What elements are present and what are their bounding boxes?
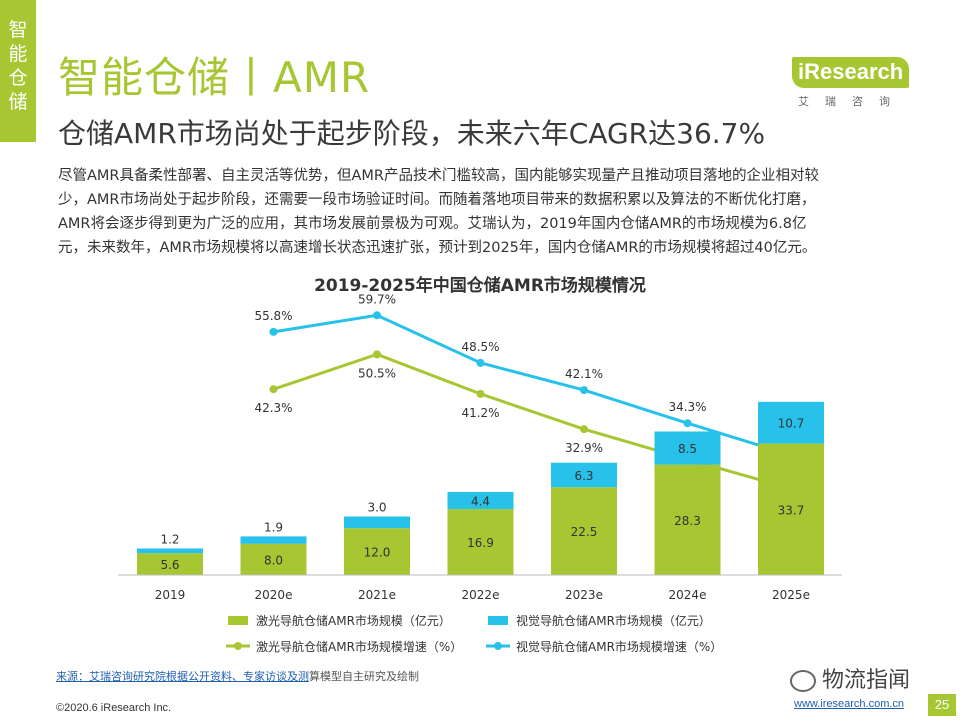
body-paragraph: 尽管AMR具备柔性部署、自主灵活等优势，但AMR产品技术门槛较高，国内能够实现量… [58, 164, 914, 260]
bar-group: 5.6 1.2 8.0 1.9 12.0 3.0 16.9 4.4 22.5 6.3 28.3 8.5… [137, 401, 824, 575]
page-number: 25 [928, 694, 956, 716]
source-suffix: 算模型自主研究及绘制 [309, 670, 419, 683]
growth-label-visual-2024e: 34.3% [668, 400, 706, 414]
x-tick-2019: 2019 [155, 588, 186, 602]
bar-label-laser-2024e: 28.3 [674, 514, 701, 528]
bar-laser-2021e [344, 528, 410, 575]
growth-label-visual-2023e: 42.1% [565, 367, 603, 381]
legend-label-3: 视觉导航仓储AMR市场规模增速（%） [516, 639, 722, 654]
bar-label-visual-2020e: 1.9 [264, 520, 283, 534]
wechat-icon [790, 670, 816, 692]
bar-label-laser-2021e: 12.0 [364, 546, 391, 560]
growth-label-visual-2020e: 55.8% [254, 309, 292, 323]
bar-label-visual-2023e: 6.3 [574, 469, 593, 483]
legend-label-1: 视觉导航仓储AMR市场规模（亿元） [516, 613, 711, 628]
bar-visual-2021e [344, 516, 410, 529]
growth-point-visual-2023e [580, 386, 588, 395]
growth-point-visual-2020e [269, 327, 278, 336]
growth-line-visual [273, 313, 792, 457]
growth-label-laser-2021e: 50.5% [358, 366, 396, 380]
bar-laser-2019 [137, 553, 203, 575]
x-tick-2020e: 2020e [255, 588, 293, 602]
source-note: 来源：艾瑞咨询研究院根据公开资料、专家访谈及测算模型自主研究及绘制 [56, 668, 419, 684]
x-tick-labels: 2019 2020e 2021e 2022e 2023e 2024e 2025e [155, 588, 810, 602]
x-tick-2023e: 2023e [565, 588, 603, 602]
growth-label-laser-2023e: 32.9% [565, 441, 603, 455]
section-tab-label: 智 能 仓 储 [8, 19, 28, 113]
bar-label-visual-2025e: 10.7 [778, 417, 805, 431]
growth-label-visual-2022e: 48.5% [461, 340, 499, 354]
growth-point-laser-2022e [476, 389, 485, 398]
growth-point-visual-2024e [683, 419, 692, 428]
body-line-4: 元，未来数年，AMR市场规模将以高速增长状态迅速扩张，预计到2025年，国内仓储… [58, 240, 817, 256]
bar-label-laser-2025e: 33.7 [778, 503, 805, 517]
growth-point-visual-2022e [476, 358, 485, 367]
logo-cn: 艾瑞咨询 [798, 95, 906, 108]
legend-swatch-1 [488, 616, 508, 625]
x-tick-2021e: 2021e [358, 588, 396, 602]
wechat-watermark: 物流指闻 [790, 662, 910, 694]
bar-laser-2023e [551, 487, 617, 575]
growth-point-laser-2021e [373, 350, 381, 359]
bar-label-visual-2019: 1.2 [160, 532, 179, 546]
bar-label-laser-2019: 5.6 [160, 558, 179, 572]
chart-title: 2019-2025年中国仓储AMR市场规模情况 [314, 275, 646, 296]
subtitle-bar: 仓储AMR市场尚处于起步阶段，未来六年CAGR达36.7% [0, 112, 960, 160]
logo-brand: iResearch [792, 57, 910, 88]
growth-point-laser-2023e [580, 425, 588, 434]
bar-visual-2022e [447, 491, 514, 510]
growth-point-visual-2021e [373, 311, 381, 320]
body-line-1: 尽管AMR具备柔性部署、自主灵活等优势，但AMR产品技术门槛较高，国内能够实现量… [58, 168, 820, 184]
market-size-chart: 2019-2025年中国仓储AMR市场规模情况 42.3% 50.5% 41.2% 3… [118, 275, 842, 654]
legend-marker-3 [494, 642, 502, 650]
section-tab: 智 能 仓 储 [0, 0, 36, 142]
bar-label-visual-2021e: 3.0 [367, 501, 386, 515]
bar-visual-2024e [654, 431, 721, 465]
footer-copyright: ©2020.6 iResearch Inc. [56, 702, 172, 714]
bar-visual-2019 [137, 548, 203, 554]
bar-label-visual-2024e: 8.5 [678, 442, 697, 456]
page-title: 智能仓储丨AMR [58, 53, 371, 102]
legend-swatch-0 [228, 616, 248, 625]
legend-label-0: 激光导航仓储AMR市场规模（亿元） [256, 613, 451, 628]
bar-laser-2022e [447, 509, 514, 575]
bar-laser-2025e [758, 443, 824, 575]
x-tick-2025e: 2025e [772, 588, 810, 602]
page-subtitle: 仓储AMR市场尚处于起步阶段，未来六年CAGR达36.7% [58, 117, 766, 150]
legend-marker-2 [234, 642, 242, 650]
source-link[interactable]: 艾瑞咨询研究院根据公开资料、专家访谈及测 [89, 670, 309, 683]
bar-label-visual-2022e: 4.4 [471, 495, 490, 509]
watermark-text: 物流指闻 [822, 668, 911, 693]
body-line-3: AMR将会逐步得到更为广泛的应用，其市场发展前景极为可观。艾瑞认为，2019年国… [58, 216, 807, 232]
legend-label-2: 激光导航仓储AMR市场规模增速（%） [256, 639, 462, 654]
growth-label-visual-2021e: 59.7% [358, 292, 396, 306]
x-tick-2024e: 2024e [669, 588, 707, 602]
growth-lines: 42.3%50.5%41.2%32.9%25.8%18.9%55.8%59.7%… [254, 292, 816, 514]
growth-point-laser-2020e [269, 385, 278, 394]
bar-laser-2024e [654, 464, 721, 575]
source-prefix: 来源： [56, 670, 89, 683]
chart-legend: 激光导航仓储AMR市场规模（亿元） 视觉导航仓储AMR市场规模（亿元） 激光导航仓储… [226, 613, 722, 654]
iresearch-logo: iResearch 艾瑞咨询 [792, 57, 922, 113]
bar-visual-2023e [551, 462, 617, 488]
footer-url-link[interactable]: www.iresearch.com.cn [794, 698, 905, 710]
x-tick-2022e: 2022e [462, 588, 500, 602]
bar-label-laser-2022e: 16.9 [467, 536, 494, 550]
bar-label-laser-2020e: 8.0 [264, 553, 283, 567]
growth-label-laser-2022e: 41.2% [461, 406, 499, 420]
growth-label-laser-2020e: 42.3% [254, 401, 292, 415]
bar-laser-2020e [240, 543, 307, 575]
bar-visual-2020e [240, 536, 307, 544]
bar-visual-2025e [758, 401, 824, 444]
bar-label-laser-2023e: 22.5 [571, 525, 598, 539]
body-line-2: 少，AMR市场尚处于起步阶段，还需要一段市场验证时间。而随着落地项目带来的数据积… [58, 192, 816, 208]
